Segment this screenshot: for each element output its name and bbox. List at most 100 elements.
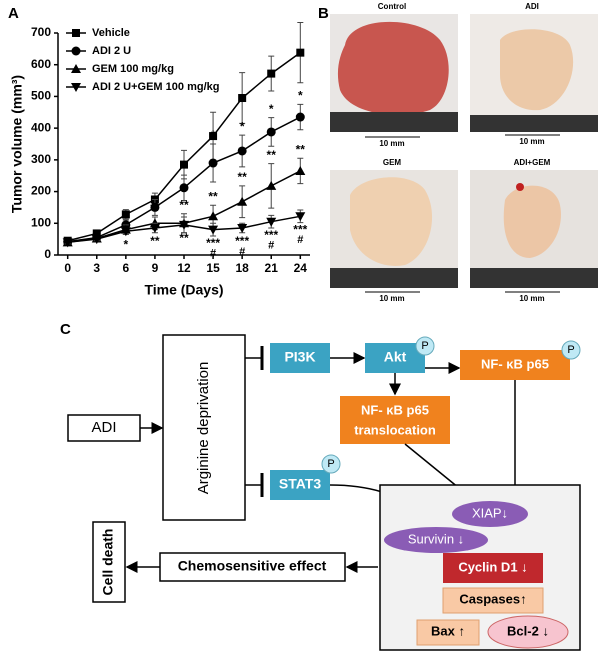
x-tick-label: 18 <box>235 261 249 275</box>
significance: ** <box>150 234 160 248</box>
marker <box>121 210 130 219</box>
significance: *** <box>206 236 220 250</box>
node-label: PI3K <box>284 349 315 365</box>
diagram: ADI Arginine deprivation PI3K Akt P NF- … <box>67 334 581 651</box>
significance: *** <box>235 234 249 248</box>
node-label: Chemosensitive effect <box>178 558 327 574</box>
chart: 0 100 200 300 400 500 600 700 0 3 6 9 12 15 18 21 24 Time… <box>9 22 310 298</box>
phospho-label: P <box>567 344 574 356</box>
significance: * <box>240 119 245 133</box>
node <box>340 396 450 444</box>
node <box>270 470 330 500</box>
significance: ** <box>150 201 160 215</box>
x-tick-label: 12 <box>177 261 191 275</box>
node-label: translocation <box>354 422 436 437</box>
marker <box>208 211 219 221</box>
y-axis-label: Tumor volume (mm³) <box>9 75 25 213</box>
node-label: Cell death <box>100 529 116 596</box>
marker <box>237 196 248 206</box>
ruler <box>330 112 458 132</box>
phospho-label: P <box>421 340 428 352</box>
node <box>67 414 141 442</box>
significance: *** <box>293 222 307 236</box>
significance: * <box>269 102 274 116</box>
x-tick-label: 15 <box>206 261 220 275</box>
panel-label: C <box>60 321 71 338</box>
y-tick-label: 0 <box>44 247 51 261</box>
photo-grid: Control 10 mm ADI 10 mm GEM 10 mm ADI+GE… <box>330 2 598 303</box>
node-label: NF- κB p65 <box>361 402 429 417</box>
significance: * <box>182 159 187 173</box>
legend-label: Vehicle <box>92 27 130 39</box>
marker <box>208 225 219 235</box>
marker <box>266 217 277 227</box>
node <box>460 350 570 380</box>
y-tick-label: 100 <box>31 215 51 229</box>
x-tick-label: 0 <box>64 261 71 275</box>
photo-label: Control <box>378 2 406 11</box>
marker <box>179 220 189 230</box>
marker <box>62 238 73 248</box>
y-tick-label: 200 <box>31 184 51 198</box>
phospho <box>321 454 341 474</box>
node <box>442 587 544 614</box>
node <box>452 501 528 527</box>
phospho <box>561 340 581 360</box>
marker <box>267 69 276 78</box>
x-tick-label: 9 <box>152 261 159 275</box>
node <box>443 553 543 583</box>
phospho-label: P <box>327 458 334 470</box>
marker <box>238 94 247 103</box>
marker <box>208 158 218 168</box>
node <box>159 552 346 582</box>
legend-label: GEM 100 mg/kg <box>92 63 174 75</box>
node <box>365 343 425 373</box>
node-label: Cyclin D1 ↓ <box>458 559 527 574</box>
legend-label: ADI 2 U <box>92 45 131 57</box>
marker <box>237 146 247 156</box>
significance: # <box>297 234 303 246</box>
x-tick-label: 21 <box>265 261 279 275</box>
y-tick-label: 400 <box>31 120 51 134</box>
scale-label: 10 mm <box>519 137 544 146</box>
photo-label: ADI <box>525 2 539 11</box>
scale-label: 10 mm <box>379 294 404 303</box>
scale-label: 10 mm <box>519 294 544 303</box>
significance: ** <box>179 231 189 245</box>
y-tick-label: 600 <box>31 57 51 71</box>
node <box>92 521 126 603</box>
significance: * <box>124 237 129 251</box>
x-tick-label: 3 <box>93 261 100 275</box>
ruler <box>330 268 458 288</box>
marker <box>296 48 305 57</box>
marker <box>180 160 188 169</box>
significance: * <box>298 89 303 103</box>
ruler <box>470 115 598 132</box>
tumor <box>337 21 449 115</box>
significance: # <box>239 246 245 258</box>
significance: ** <box>267 148 277 162</box>
node-label: Survivin ↓ <box>408 531 464 546</box>
marker <box>295 212 306 222</box>
marker <box>266 127 276 137</box>
node-label: Caspases↑ <box>459 591 526 606</box>
node-label: Akt <box>384 349 407 365</box>
significance: ** <box>237 170 247 184</box>
node-label: STAT3 <box>279 476 321 492</box>
marker <box>120 227 131 237</box>
node-label: NF- κB p65 <box>481 356 549 371</box>
node-label: Arginine deprivation <box>195 362 212 495</box>
tumor <box>503 185 561 258</box>
node-label: Bax ↑ <box>431 623 465 638</box>
tumor <box>500 29 574 111</box>
significance: # <box>210 248 216 260</box>
marker <box>266 180 277 190</box>
x-tick-label: 24 <box>294 261 308 275</box>
ruler <box>470 268 598 288</box>
marker <box>237 224 248 234</box>
node <box>384 527 488 553</box>
tumor <box>350 177 433 266</box>
marker <box>149 224 160 234</box>
legend-label: ADI 2 U+GEM 100 mg/kg <box>92 81 219 93</box>
